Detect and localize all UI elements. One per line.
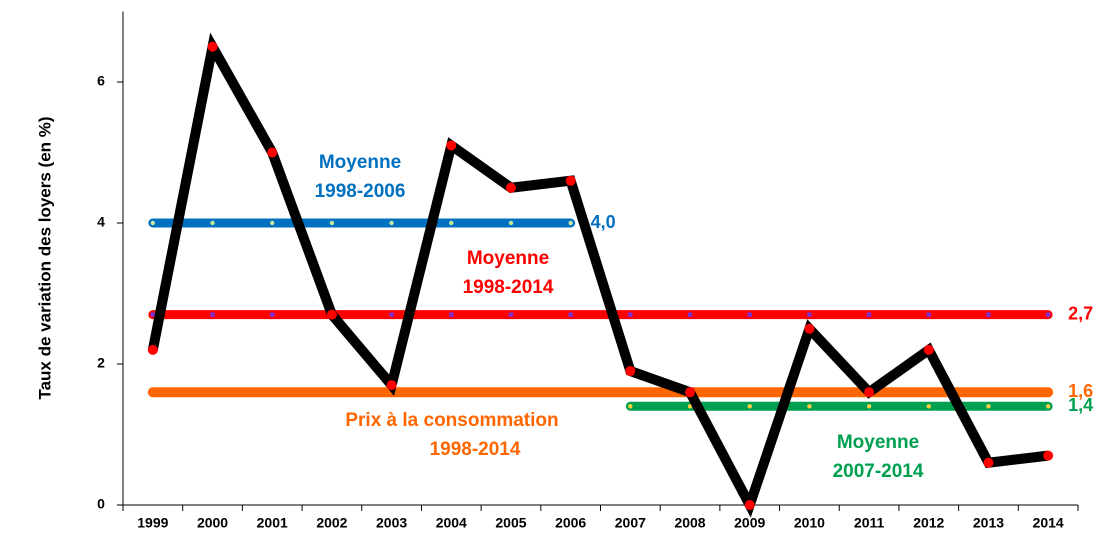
marker <box>804 323 815 334</box>
marker <box>1043 450 1054 461</box>
marker <box>687 312 693 317</box>
marker <box>147 344 158 355</box>
marker <box>210 312 215 317</box>
end-label: 1,4 <box>1068 395 1093 415</box>
marker <box>568 312 573 317</box>
marker <box>747 404 752 409</box>
marker <box>389 220 394 226</box>
marker <box>628 404 633 409</box>
end-label: 2,7 <box>1068 303 1093 323</box>
marker <box>926 312 931 317</box>
marker <box>568 220 573 226</box>
marker <box>207 41 218 52</box>
x-tick-label: 2000 <box>197 515 228 531</box>
marker <box>687 404 693 409</box>
marker <box>628 312 633 317</box>
x-tick-label: 2001 <box>257 515 288 531</box>
x-tick-label: 2013 <box>973 515 1004 531</box>
x-tick-label: 2012 <box>913 515 944 531</box>
x-tick-label: 2002 <box>316 515 347 531</box>
y-tick-label: 0 <box>97 496 105 512</box>
marker <box>864 387 875 398</box>
x-tick-label: 2009 <box>734 515 765 531</box>
marker <box>505 182 516 193</box>
x-tick-label: 2007 <box>615 515 646 531</box>
y-tick-label: 6 <box>97 73 105 89</box>
marker <box>986 404 991 409</box>
x-tick-label: 1999 <box>137 515 168 531</box>
marker <box>986 312 991 317</box>
marker <box>449 220 454 226</box>
marker <box>150 312 156 317</box>
y-tick-label: 2 <box>97 355 105 371</box>
annotation: 1998-2014 <box>430 439 521 460</box>
x-tick-label: 2008 <box>674 515 705 531</box>
annotation: 1998-2006 <box>315 181 406 202</box>
annotation: 1998-2014 <box>463 277 554 298</box>
marker <box>508 220 514 226</box>
marker <box>267 147 278 158</box>
annotation: 2007-2014 <box>833 461 924 482</box>
marker <box>386 380 397 391</box>
x-tick-label: 2011 <box>854 515 885 531</box>
marker <box>446 140 457 151</box>
marker <box>685 387 696 398</box>
x-tick-label: 2010 <box>794 515 825 531</box>
y-axis-label: Taux de variation des loyers (en %) <box>35 116 54 399</box>
marker <box>150 220 156 226</box>
x-tick-label: 2004 <box>436 515 467 531</box>
marker <box>625 366 636 377</box>
x-tick-label: 2003 <box>376 515 407 531</box>
marker <box>326 309 337 320</box>
marker <box>270 220 275 226</box>
annotation: Moyenne <box>467 248 549 269</box>
marker <box>983 457 994 468</box>
marker <box>747 312 752 317</box>
marker <box>449 312 454 317</box>
annotation: Moyenne <box>319 152 401 173</box>
marker <box>926 404 931 409</box>
marker <box>866 312 872 317</box>
marker <box>807 404 812 409</box>
x-tick-label: 2005 <box>495 515 526 531</box>
marker <box>508 312 514 317</box>
marker <box>210 220 215 226</box>
marker <box>866 404 872 409</box>
x-tick-label: 2014 <box>1033 515 1064 531</box>
marker <box>1045 312 1051 317</box>
series-line <box>147 32 1049 518</box>
marker <box>1045 404 1051 409</box>
end-label: 4,0 <box>591 212 616 232</box>
marker <box>807 312 812 317</box>
marker <box>923 344 934 355</box>
annotation: Prix à la consommation <box>345 410 558 431</box>
y-tick-label: 4 <box>97 214 105 230</box>
end-label: 1,6 <box>1068 381 1093 401</box>
marker <box>389 312 394 317</box>
marker <box>565 175 576 186</box>
marker <box>744 500 755 510</box>
annotation: Moyenne <box>837 432 919 453</box>
x-tick-label: 2006 <box>555 515 586 531</box>
marker <box>329 220 335 226</box>
marker <box>270 312 275 317</box>
